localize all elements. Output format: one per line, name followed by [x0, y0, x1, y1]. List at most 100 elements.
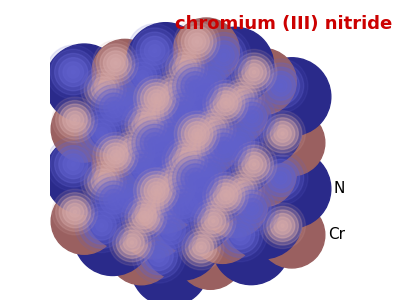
Circle shape [250, 207, 254, 211]
Circle shape [181, 164, 210, 193]
Circle shape [102, 179, 105, 183]
Circle shape [172, 155, 218, 201]
Circle shape [185, 146, 239, 200]
Circle shape [196, 242, 206, 252]
Circle shape [225, 90, 280, 144]
Circle shape [157, 162, 161, 166]
Circle shape [259, 202, 325, 268]
Circle shape [145, 104, 176, 135]
Circle shape [120, 101, 186, 167]
Circle shape [125, 197, 164, 236]
Circle shape [165, 132, 177, 144]
Circle shape [120, 138, 144, 163]
Circle shape [237, 93, 247, 104]
Circle shape [127, 145, 137, 155]
Circle shape [92, 123, 112, 144]
Circle shape [185, 76, 206, 97]
Circle shape [96, 136, 135, 175]
Circle shape [189, 172, 202, 184]
Circle shape [210, 133, 238, 162]
Circle shape [67, 158, 79, 170]
Circle shape [55, 146, 92, 183]
Circle shape [164, 85, 181, 102]
Circle shape [109, 220, 155, 266]
Circle shape [124, 150, 161, 188]
Circle shape [150, 163, 196, 208]
Circle shape [108, 80, 153, 125]
Circle shape [138, 189, 183, 235]
Circle shape [98, 84, 109, 94]
Circle shape [128, 154, 157, 183]
Circle shape [164, 93, 202, 131]
Circle shape [219, 167, 265, 213]
Circle shape [164, 177, 181, 194]
Circle shape [190, 197, 256, 263]
Circle shape [168, 181, 178, 191]
Circle shape [224, 88, 302, 166]
Circle shape [181, 72, 210, 101]
Circle shape [80, 158, 126, 204]
Circle shape [196, 27, 274, 105]
Circle shape [80, 66, 126, 112]
Circle shape [192, 129, 202, 139]
Circle shape [73, 210, 76, 214]
Circle shape [112, 106, 116, 110]
Circle shape [152, 119, 190, 157]
Circle shape [91, 169, 116, 194]
Circle shape [140, 75, 144, 79]
Circle shape [103, 76, 157, 130]
Circle shape [93, 132, 138, 178]
Circle shape [93, 40, 138, 86]
Circle shape [152, 212, 190, 249]
Circle shape [235, 53, 273, 92]
Circle shape [252, 70, 256, 74]
Circle shape [226, 220, 255, 249]
Circle shape [63, 62, 84, 82]
Circle shape [107, 54, 124, 72]
Circle shape [173, 110, 239, 176]
Circle shape [178, 115, 216, 153]
Circle shape [45, 136, 123, 214]
Circle shape [225, 182, 280, 236]
Circle shape [183, 66, 186, 69]
Circle shape [234, 190, 271, 227]
Circle shape [159, 210, 162, 213]
Circle shape [74, 197, 152, 275]
Circle shape [196, 40, 199, 44]
Circle shape [182, 228, 220, 266]
Circle shape [128, 201, 160, 232]
Circle shape [107, 146, 124, 164]
Circle shape [189, 97, 210, 118]
Circle shape [178, 223, 244, 289]
Circle shape [189, 143, 214, 167]
Circle shape [266, 164, 295, 193]
Circle shape [161, 44, 227, 110]
Circle shape [190, 106, 236, 152]
Circle shape [253, 58, 331, 136]
Circle shape [116, 142, 170, 196]
Circle shape [210, 79, 214, 83]
Circle shape [108, 172, 153, 218]
Circle shape [63, 108, 87, 132]
Circle shape [235, 145, 273, 184]
Circle shape [166, 140, 204, 179]
Circle shape [201, 117, 226, 141]
Circle shape [148, 182, 165, 200]
Circle shape [91, 85, 137, 130]
Circle shape [88, 165, 119, 197]
Circle shape [222, 124, 259, 161]
Circle shape [92, 215, 112, 236]
Circle shape [136, 116, 153, 133]
Circle shape [95, 181, 133, 218]
Circle shape [155, 206, 166, 217]
Circle shape [203, 172, 248, 218]
Circle shape [114, 49, 192, 127]
Circle shape [177, 160, 214, 197]
Circle shape [128, 24, 182, 78]
Circle shape [190, 105, 256, 171]
Circle shape [140, 83, 172, 114]
Circle shape [231, 142, 277, 187]
Circle shape [222, 53, 226, 57]
Circle shape [194, 176, 197, 180]
Circle shape [238, 141, 242, 145]
